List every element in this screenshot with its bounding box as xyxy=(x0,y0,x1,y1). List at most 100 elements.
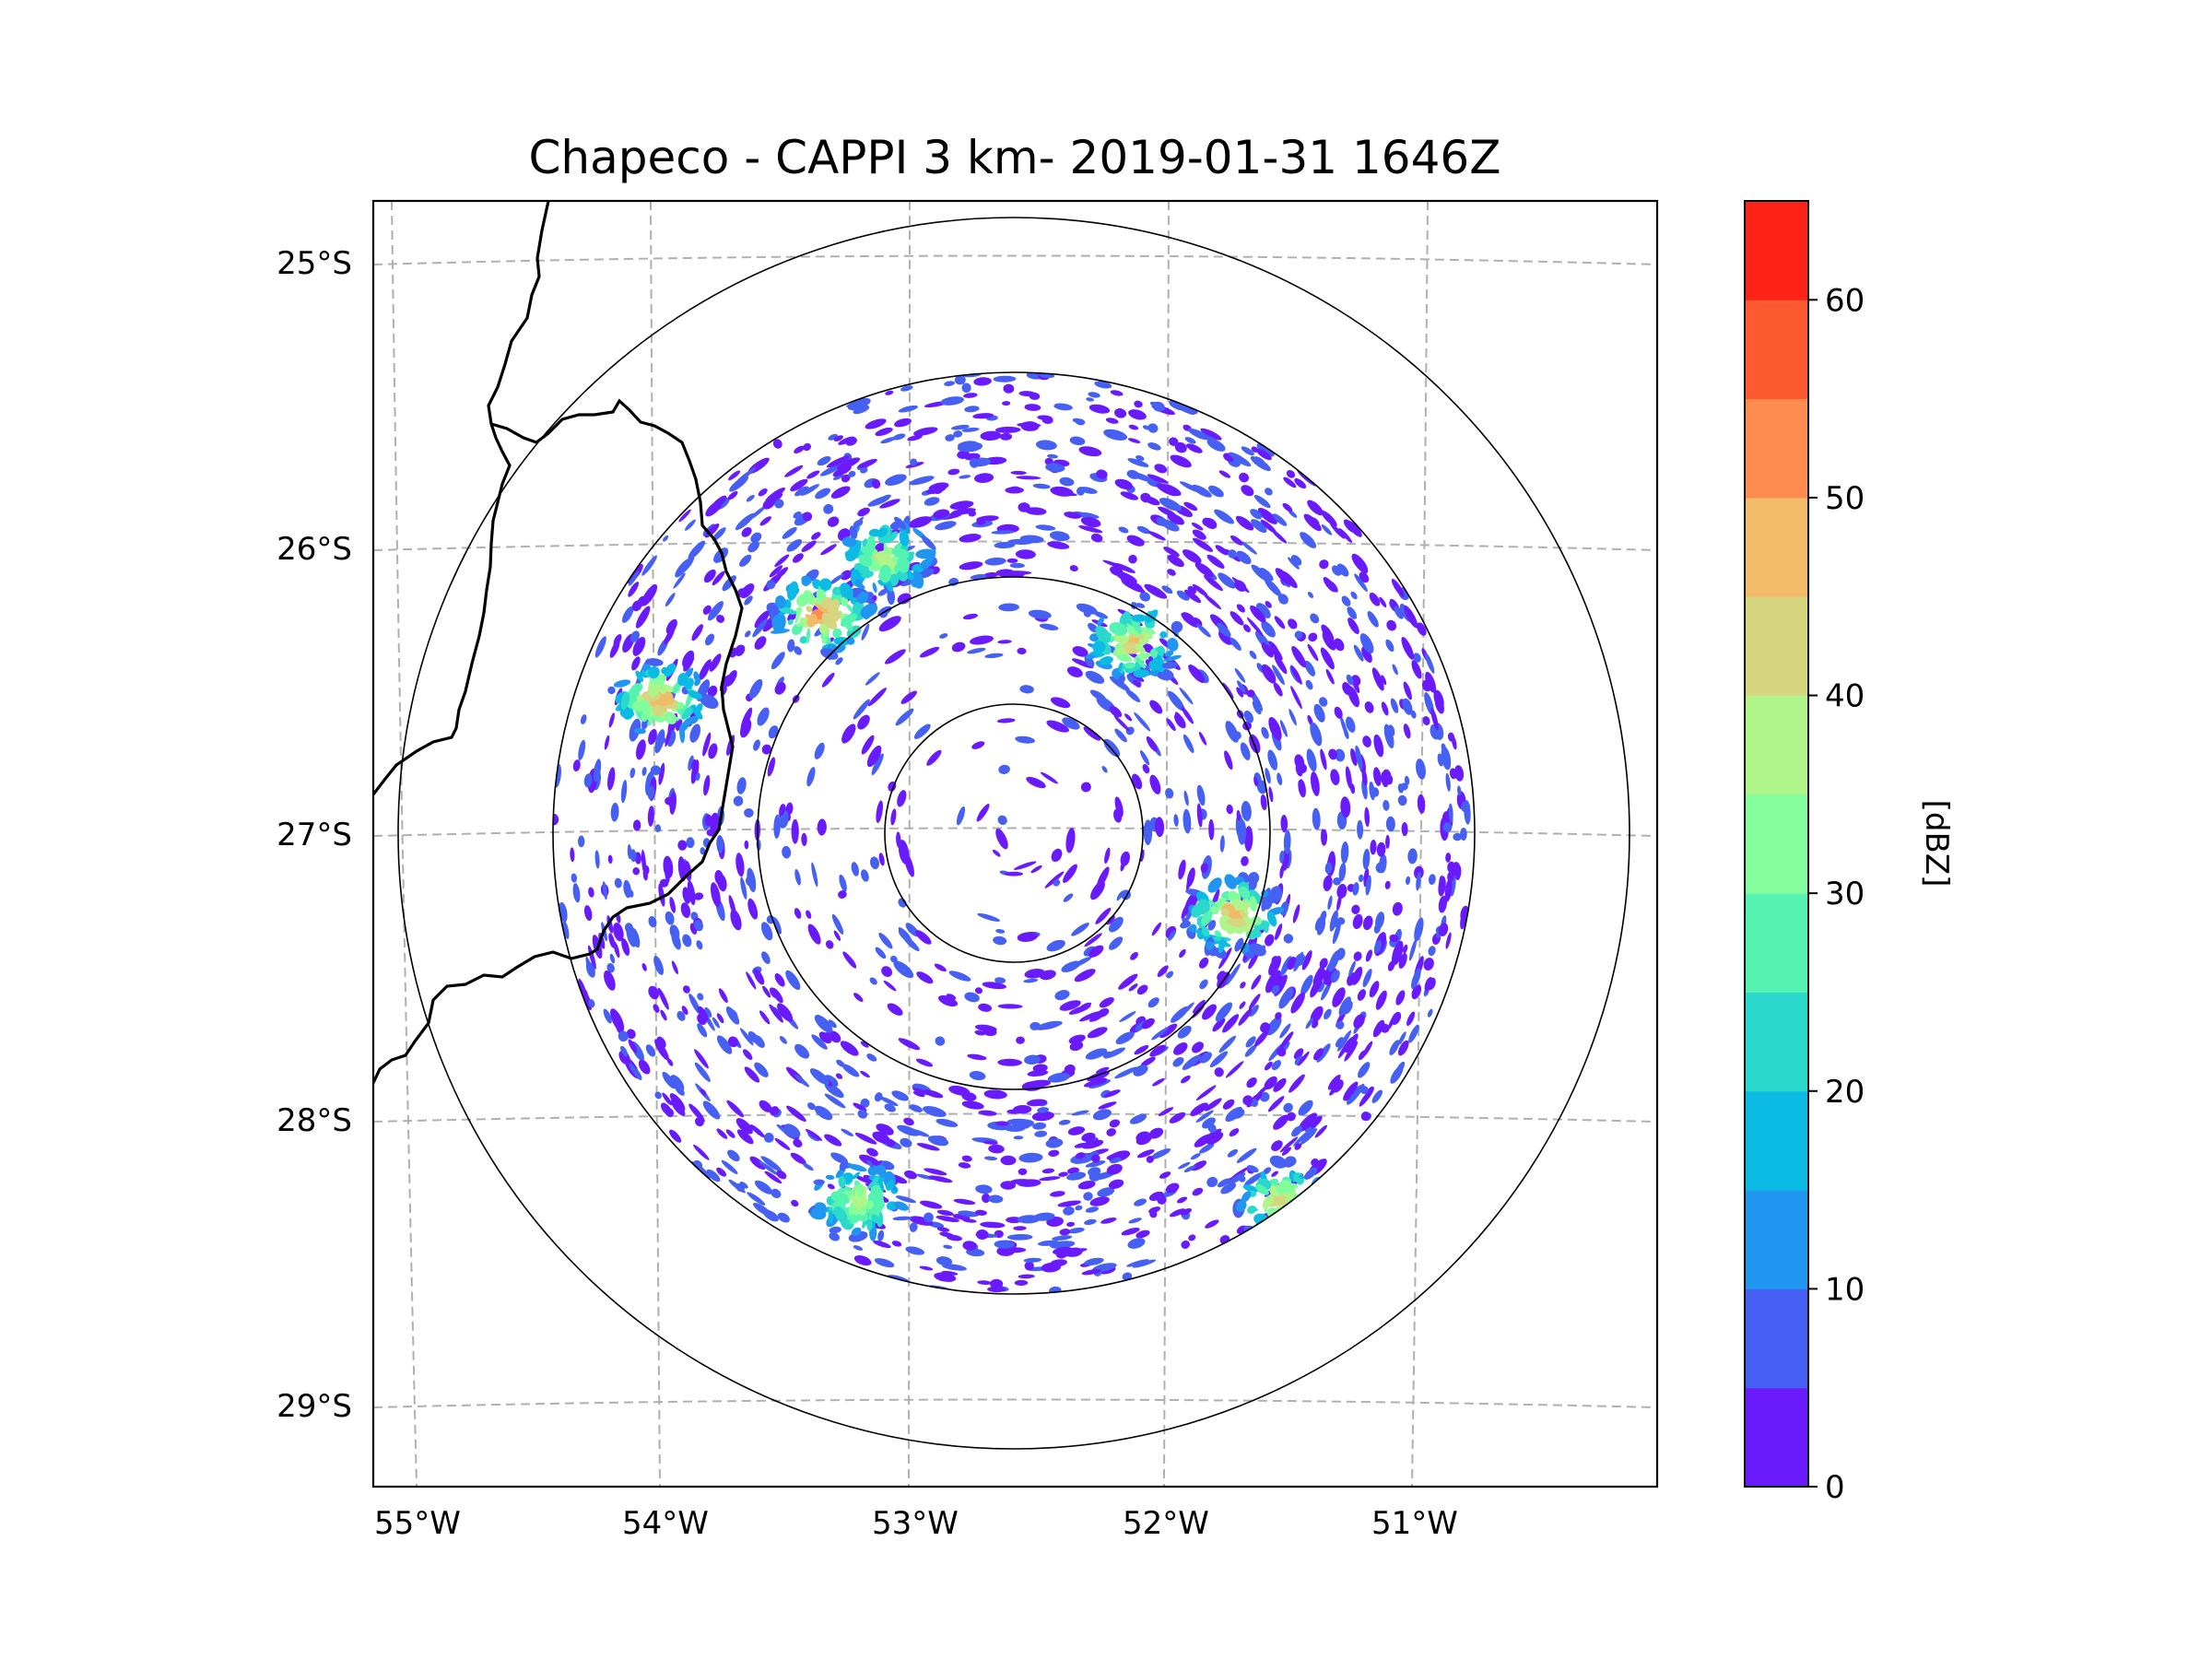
echo-pixel xyxy=(988,1194,1004,1204)
echo-pixel xyxy=(1090,533,1103,543)
echo-pixel xyxy=(773,814,781,839)
echo-pixel xyxy=(995,828,1008,850)
echo-pixel xyxy=(697,1006,709,1022)
colorbar-swatch xyxy=(1745,1090,1808,1191)
echo-pixel xyxy=(1182,808,1192,834)
echo-pixel xyxy=(1068,1034,1086,1044)
echo-pixel xyxy=(604,970,616,991)
echo-pixel xyxy=(785,970,801,991)
echo-pixel xyxy=(1093,611,1108,619)
echo-pixel xyxy=(1395,990,1406,1006)
echo-pixel xyxy=(976,803,990,822)
echo-pixel xyxy=(1169,1208,1186,1218)
echo-pixel xyxy=(1084,1257,1104,1266)
echo-pixel xyxy=(853,405,870,415)
echo-pixel xyxy=(866,745,882,768)
echo-pixel xyxy=(1385,816,1395,832)
echo-pixel xyxy=(1109,1119,1121,1128)
echo-pixel xyxy=(1182,1054,1201,1071)
echo-pixel xyxy=(997,815,1007,825)
echo-pixel xyxy=(1063,864,1077,884)
echo-pixel xyxy=(1103,738,1121,758)
echo-pixel xyxy=(1005,1125,1025,1132)
echo-pixel xyxy=(840,582,853,600)
echo-pixel xyxy=(1059,477,1075,487)
echo-pixel xyxy=(908,516,933,528)
echo-pixel xyxy=(1268,956,1282,976)
echo-pixel xyxy=(658,883,665,907)
echo-pixel xyxy=(1203,594,1222,610)
echo-pixel xyxy=(951,424,970,430)
echo-pixel xyxy=(702,605,712,615)
echo-pixel xyxy=(739,1028,754,1046)
echo-pixel xyxy=(1367,611,1379,628)
echo-pixel xyxy=(761,744,771,755)
echo-pixel xyxy=(964,406,980,413)
echo-pixel xyxy=(1088,1014,1103,1022)
echo-pixel xyxy=(580,714,587,724)
echo-pixel xyxy=(624,923,634,934)
echo-pixel xyxy=(1441,746,1452,771)
echo-pixel xyxy=(1430,707,1439,731)
echo-pixel xyxy=(1391,579,1405,597)
echo-pixel xyxy=(1058,1171,1068,1177)
echo-pixel xyxy=(1212,1018,1226,1032)
echo-pixel xyxy=(1163,547,1180,558)
echo-pixel xyxy=(1345,766,1352,789)
echo-pixel xyxy=(1176,590,1190,601)
echo-pixel xyxy=(857,458,877,469)
parallel-25s xyxy=(373,254,1657,265)
echo-pixel xyxy=(898,1038,921,1051)
echo-pixel xyxy=(806,628,811,644)
echo-pixel xyxy=(1037,1240,1060,1246)
echo-pixel xyxy=(1278,987,1294,1009)
echo-pixel xyxy=(1035,524,1056,531)
echo-pixel xyxy=(829,573,844,585)
echo-pixel xyxy=(794,1043,810,1059)
echo-pixel xyxy=(959,534,982,543)
echo-pixel xyxy=(1139,750,1150,766)
echo-pixel xyxy=(802,1162,814,1171)
echo-pixel xyxy=(690,759,700,784)
echo-pixel xyxy=(1181,1240,1191,1249)
lon-tick-label: 52°W xyxy=(1123,1505,1209,1542)
echo-pixel xyxy=(1340,796,1351,818)
echo-pixel xyxy=(861,623,870,641)
echo-pixel xyxy=(604,735,610,750)
echo-pixel xyxy=(1071,960,1080,969)
echo-pixel xyxy=(753,969,765,985)
echo-pixel xyxy=(1120,851,1131,866)
echo-pixel xyxy=(1158,1107,1174,1116)
echo-pixel xyxy=(1392,901,1403,916)
echo-pixel xyxy=(696,940,703,950)
echo-pixel xyxy=(607,686,616,695)
echo-pixel xyxy=(1136,984,1148,995)
echo-pixel xyxy=(1444,878,1453,902)
echo-pixel xyxy=(1330,769,1340,786)
echo-pixel xyxy=(1273,1077,1287,1092)
echo-pixel xyxy=(776,1170,787,1180)
echo-pixel xyxy=(707,685,718,698)
echo-pixel xyxy=(1345,1033,1359,1053)
echo-pixel xyxy=(1303,513,1322,532)
echo-pixel xyxy=(620,691,630,711)
echo-pixel xyxy=(753,1202,772,1217)
echo-pixel xyxy=(1113,808,1123,823)
echo-pixel xyxy=(1190,1102,1208,1117)
echo-pixel xyxy=(1195,1110,1214,1123)
echo-pixel xyxy=(1454,765,1465,782)
echo-pixel xyxy=(1300,974,1313,995)
echo-pixel xyxy=(1084,1218,1097,1226)
echo-pixel xyxy=(779,1036,787,1044)
echo-pixel xyxy=(662,1071,676,1089)
echo-pixel xyxy=(1220,1182,1237,1194)
echo-pixel xyxy=(896,831,901,848)
echo-pixel xyxy=(927,1135,949,1147)
colorbar-swatch xyxy=(1745,893,1808,993)
echo-pixel xyxy=(1149,700,1163,714)
echo-pixel xyxy=(1389,934,1399,943)
echo-pixel xyxy=(1054,990,1070,1001)
echo-pixel xyxy=(1239,1001,1246,1009)
echo-pixel xyxy=(758,488,768,497)
echo-pixel xyxy=(794,646,803,655)
